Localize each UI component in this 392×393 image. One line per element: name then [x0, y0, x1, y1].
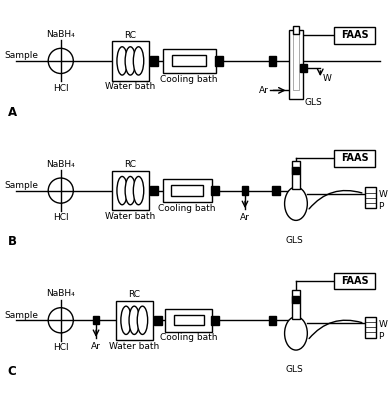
Bar: [300, 64, 307, 72]
Text: RC: RC: [124, 31, 136, 40]
Text: RC: RC: [124, 160, 136, 169]
Text: HCl: HCl: [53, 84, 69, 93]
Bar: [292, 290, 300, 319]
Circle shape: [48, 48, 73, 73]
Text: NaBH₄: NaBH₄: [46, 30, 75, 39]
Bar: [269, 56, 276, 66]
Circle shape: [48, 308, 73, 333]
Text: NaBH₄: NaBH₄: [46, 160, 75, 169]
Bar: [163, 179, 212, 202]
Bar: [172, 55, 206, 66]
Bar: [334, 273, 376, 289]
Bar: [289, 30, 303, 99]
Text: GLS: GLS: [285, 365, 303, 375]
Text: GLS: GLS: [285, 236, 303, 245]
Ellipse shape: [129, 306, 140, 334]
Bar: [211, 316, 219, 325]
Bar: [334, 27, 376, 44]
Ellipse shape: [137, 306, 148, 334]
Text: NaBH₄: NaBH₄: [46, 289, 75, 298]
Bar: [334, 150, 376, 167]
Bar: [116, 301, 153, 340]
Text: W: W: [378, 320, 387, 329]
Bar: [112, 41, 149, 81]
Bar: [293, 26, 299, 33]
Bar: [292, 161, 300, 189]
Text: B: B: [8, 235, 17, 248]
Bar: [211, 186, 219, 195]
Bar: [292, 167, 299, 174]
Bar: [163, 49, 216, 73]
Text: Water bath: Water bath: [105, 212, 156, 221]
Bar: [269, 316, 276, 325]
Text: Ar: Ar: [91, 342, 101, 351]
Ellipse shape: [285, 317, 307, 350]
Bar: [272, 186, 280, 195]
Bar: [150, 56, 158, 66]
Text: Water bath: Water bath: [105, 82, 156, 91]
Text: P: P: [378, 332, 384, 340]
Text: Water bath: Water bath: [109, 342, 160, 351]
Ellipse shape: [133, 176, 144, 205]
Text: HCl: HCl: [53, 343, 69, 352]
Ellipse shape: [121, 306, 131, 334]
Text: GLS: GLS: [305, 98, 322, 107]
Text: RC: RC: [128, 290, 140, 299]
Bar: [215, 56, 223, 66]
Text: W: W: [378, 190, 387, 199]
Bar: [93, 316, 99, 324]
Ellipse shape: [125, 47, 136, 75]
Ellipse shape: [117, 176, 127, 205]
Text: FAAS: FAAS: [341, 153, 368, 163]
Bar: [150, 186, 158, 195]
Text: Cooling bath: Cooling bath: [160, 75, 218, 84]
Bar: [292, 296, 299, 303]
Ellipse shape: [133, 47, 144, 75]
Circle shape: [48, 178, 73, 203]
Bar: [292, 34, 299, 90]
Text: W: W: [323, 75, 332, 83]
Bar: [174, 315, 203, 325]
Bar: [154, 316, 162, 325]
Bar: [171, 185, 203, 196]
Bar: [365, 187, 376, 208]
Text: HCl: HCl: [53, 213, 69, 222]
Text: C: C: [8, 365, 16, 378]
Bar: [365, 317, 376, 338]
Text: Sample: Sample: [4, 181, 38, 190]
Text: Cooling bath: Cooling bath: [160, 333, 217, 342]
Text: Sample: Sample: [4, 310, 38, 320]
Text: Ar: Ar: [259, 86, 269, 95]
Ellipse shape: [117, 47, 127, 75]
Bar: [242, 186, 248, 195]
Ellipse shape: [285, 187, 307, 220]
Text: FAAS: FAAS: [341, 30, 368, 40]
Text: Cooling bath: Cooling bath: [158, 204, 216, 213]
Text: A: A: [8, 105, 17, 119]
Bar: [165, 309, 212, 332]
Text: Sample: Sample: [4, 51, 38, 60]
Ellipse shape: [125, 176, 136, 205]
Text: P: P: [378, 202, 384, 211]
Text: Ar: Ar: [240, 213, 250, 222]
Text: FAAS: FAAS: [341, 276, 368, 286]
Bar: [112, 171, 149, 210]
